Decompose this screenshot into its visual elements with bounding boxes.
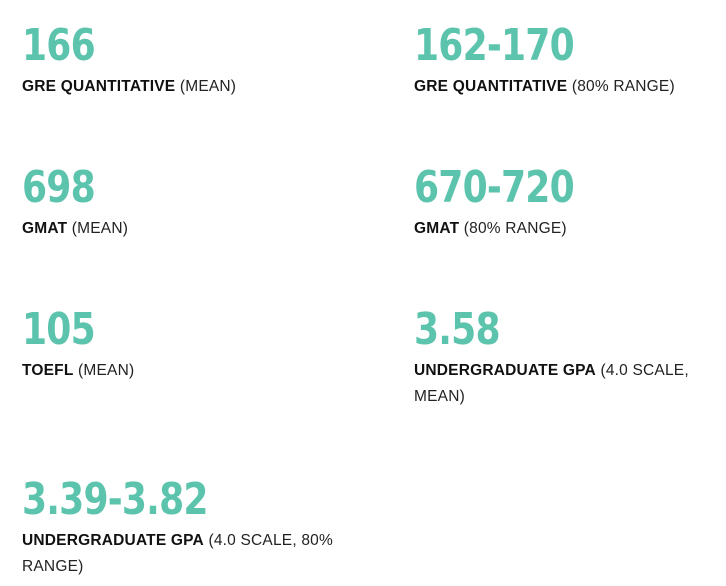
stat-label-bold: UNDERGRADUATE GPA <box>22 532 204 549</box>
stat-label: TOEFL (MEAN) <box>22 358 342 384</box>
stat-label: GMAT (80% RANGE) <box>414 216 726 242</box>
stat-label-bold: UNDERGRADUATE GPA <box>414 362 596 379</box>
stat-label: GRE QUANTITATIVE (80% RANGE) <box>414 74 726 100</box>
stat-gmat-mean: 698 GMAT (MEAN) <box>22 162 342 242</box>
stat-value: 698 <box>22 162 96 213</box>
stat-gpa-range: 3.39-3.82 UNDERGRADUATE GPA (4.0 SCALE, … <box>22 474 382 580</box>
stat-label-rest: (MEAN) <box>78 362 135 379</box>
stat-value: 162-170 <box>414 20 575 71</box>
stat-label-rest: (MEAN) <box>71 220 129 237</box>
stat-gre-quant-mean: 166 GRE QUANTITATIVE (MEAN) <box>22 20 342 100</box>
stat-label-rest: (80% RANGE) <box>463 220 567 237</box>
stat-label-rest: (MEAN) <box>179 78 237 95</box>
stat-label-bold: TOEFL <box>22 362 74 379</box>
stat-gre-quant-range: 162-170 GRE QUANTITATIVE (80% RANGE) <box>414 20 726 100</box>
stat-value: 3.58 <box>414 304 501 355</box>
stat-label-rest: (4.0 SCALE, MEAN) <box>414 362 689 405</box>
stat-label-bold: GRE QUANTITATIVE <box>22 78 176 95</box>
stat-gmat-range: 670-720 GMAT (80% RANGE) <box>414 162 726 242</box>
stat-label: UNDERGRADUATE GPA (4.0 SCALE, 80% RANGE) <box>22 528 382 580</box>
stat-label-rest: (4.0 SCALE, 80% RANGE) <box>22 532 333 575</box>
stat-value: 3.39-3.82 <box>22 474 208 525</box>
stat-toefl-mean: 105 TOEFL (MEAN) <box>22 304 342 384</box>
stat-label-bold: GMAT <box>414 220 460 237</box>
stat-label: GRE QUANTITATIVE (MEAN) <box>22 74 342 100</box>
stat-value: 166 <box>22 20 96 71</box>
stat-label: UNDERGRADUATE GPA (4.0 SCALE, MEAN) <box>414 358 724 410</box>
stat-gpa-mean: 3.58 UNDERGRADUATE GPA (4.0 SCALE, MEAN) <box>414 304 724 410</box>
stat-label-bold: GMAT <box>22 220 68 237</box>
stat-label: GMAT (MEAN) <box>22 216 342 242</box>
stat-label-bold: GRE QUANTITATIVE <box>414 78 568 95</box>
stat-value: 670-720 <box>414 162 575 213</box>
stat-label-rest: (80% RANGE) <box>571 78 675 95</box>
stat-value: 105 <box>22 304 96 355</box>
